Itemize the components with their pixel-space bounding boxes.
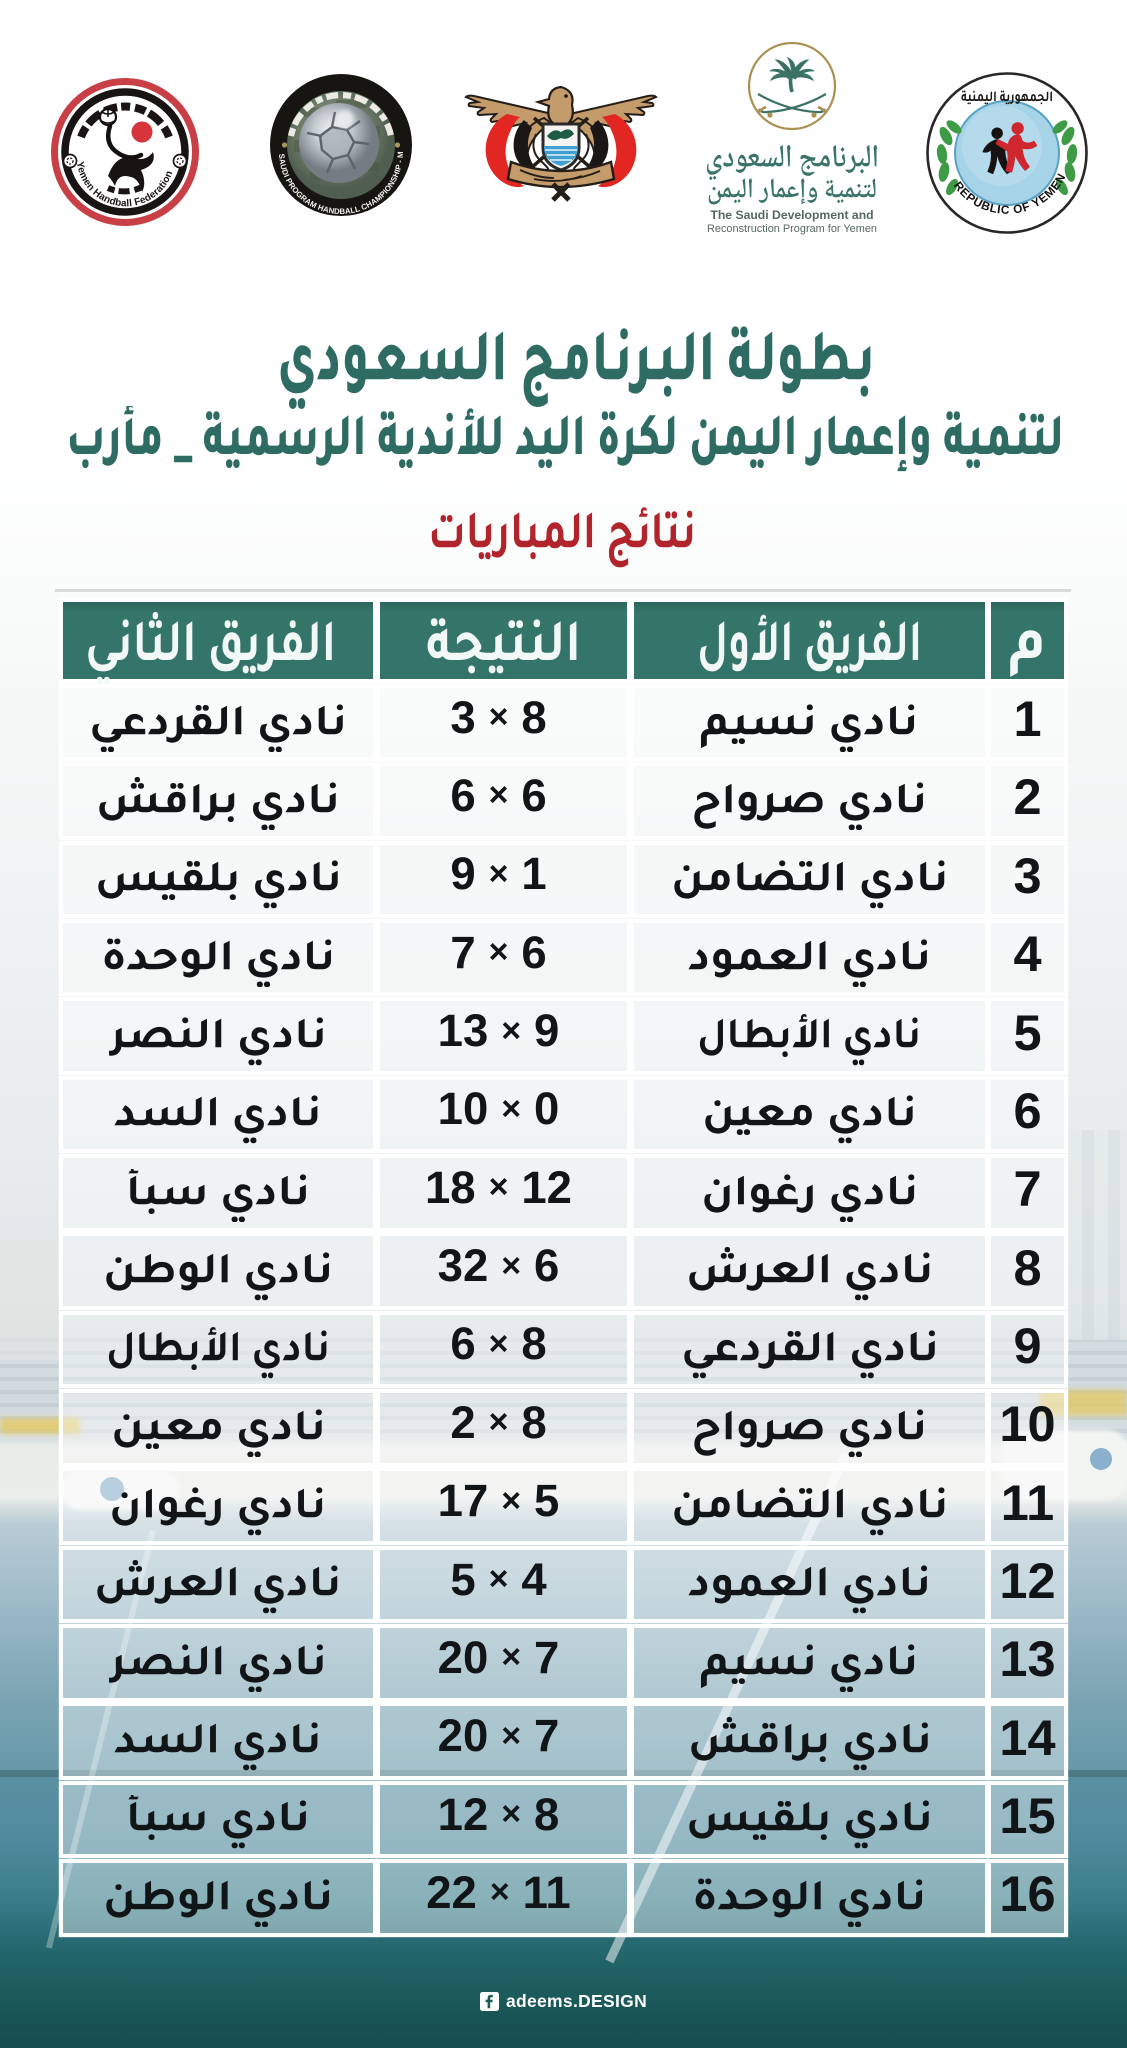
svg-text:The Saudi Development and: The Saudi Development and	[710, 208, 873, 222]
svg-text:Reconstruction Program for Yem: Reconstruction Program for Yemen	[707, 223, 877, 235]
